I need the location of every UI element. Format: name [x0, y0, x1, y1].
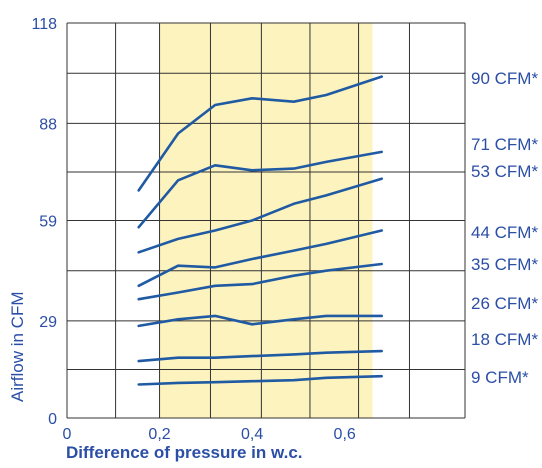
x-tick-labels: 0 0,2 0,4 0,6 — [63, 426, 356, 443]
series-label: 71 CFM* — [471, 135, 538, 154]
x-tick-label: 0,2 — [148, 426, 170, 443]
series-line — [137, 229, 384, 288]
y-tick-labels: 0 29 59 88 118 — [31, 16, 57, 428]
x-axis-label: Difference of pressure in w.c. — [66, 443, 303, 462]
series-label: 35 CFM* — [471, 255, 538, 274]
series-label: 44 CFM* — [471, 223, 538, 242]
y-tick-label: 29 — [39, 314, 57, 331]
x-tick-label: 0,4 — [241, 426, 263, 443]
x-tick-label: 0,6 — [334, 426, 356, 443]
series-label: 90 CFM* — [471, 69, 538, 88]
series-line — [137, 349, 384, 363]
series-label: 18 CFM* — [471, 330, 538, 349]
series-labels: 90 CFM* 71 CFM* 53 CFM* 44 CFM* 35 CFM* 26 CF… — [471, 69, 538, 387]
y-tick-label: 88 — [39, 116, 57, 133]
series-line — [137, 262, 384, 301]
y-axis-label: Airflow in CFM — [8, 291, 27, 402]
series-label: 26 CFM* — [471, 294, 538, 313]
series-label: 53 CFM* — [471, 162, 538, 181]
series-line — [137, 75, 384, 192]
y-tick-label: 59 — [39, 214, 57, 231]
y-tick-label: 0 — [48, 411, 57, 428]
series-layer — [137, 75, 384, 386]
series-line — [137, 314, 384, 328]
x-tick-label: 0 — [63, 426, 72, 443]
y-tick-label: 118 — [31, 16, 57, 33]
series-line — [137, 150, 384, 229]
series-line — [137, 374, 384, 386]
series-line — [137, 177, 384, 254]
grid-layer — [66, 22, 466, 419]
series-label: 9 CFM* — [471, 368, 529, 387]
